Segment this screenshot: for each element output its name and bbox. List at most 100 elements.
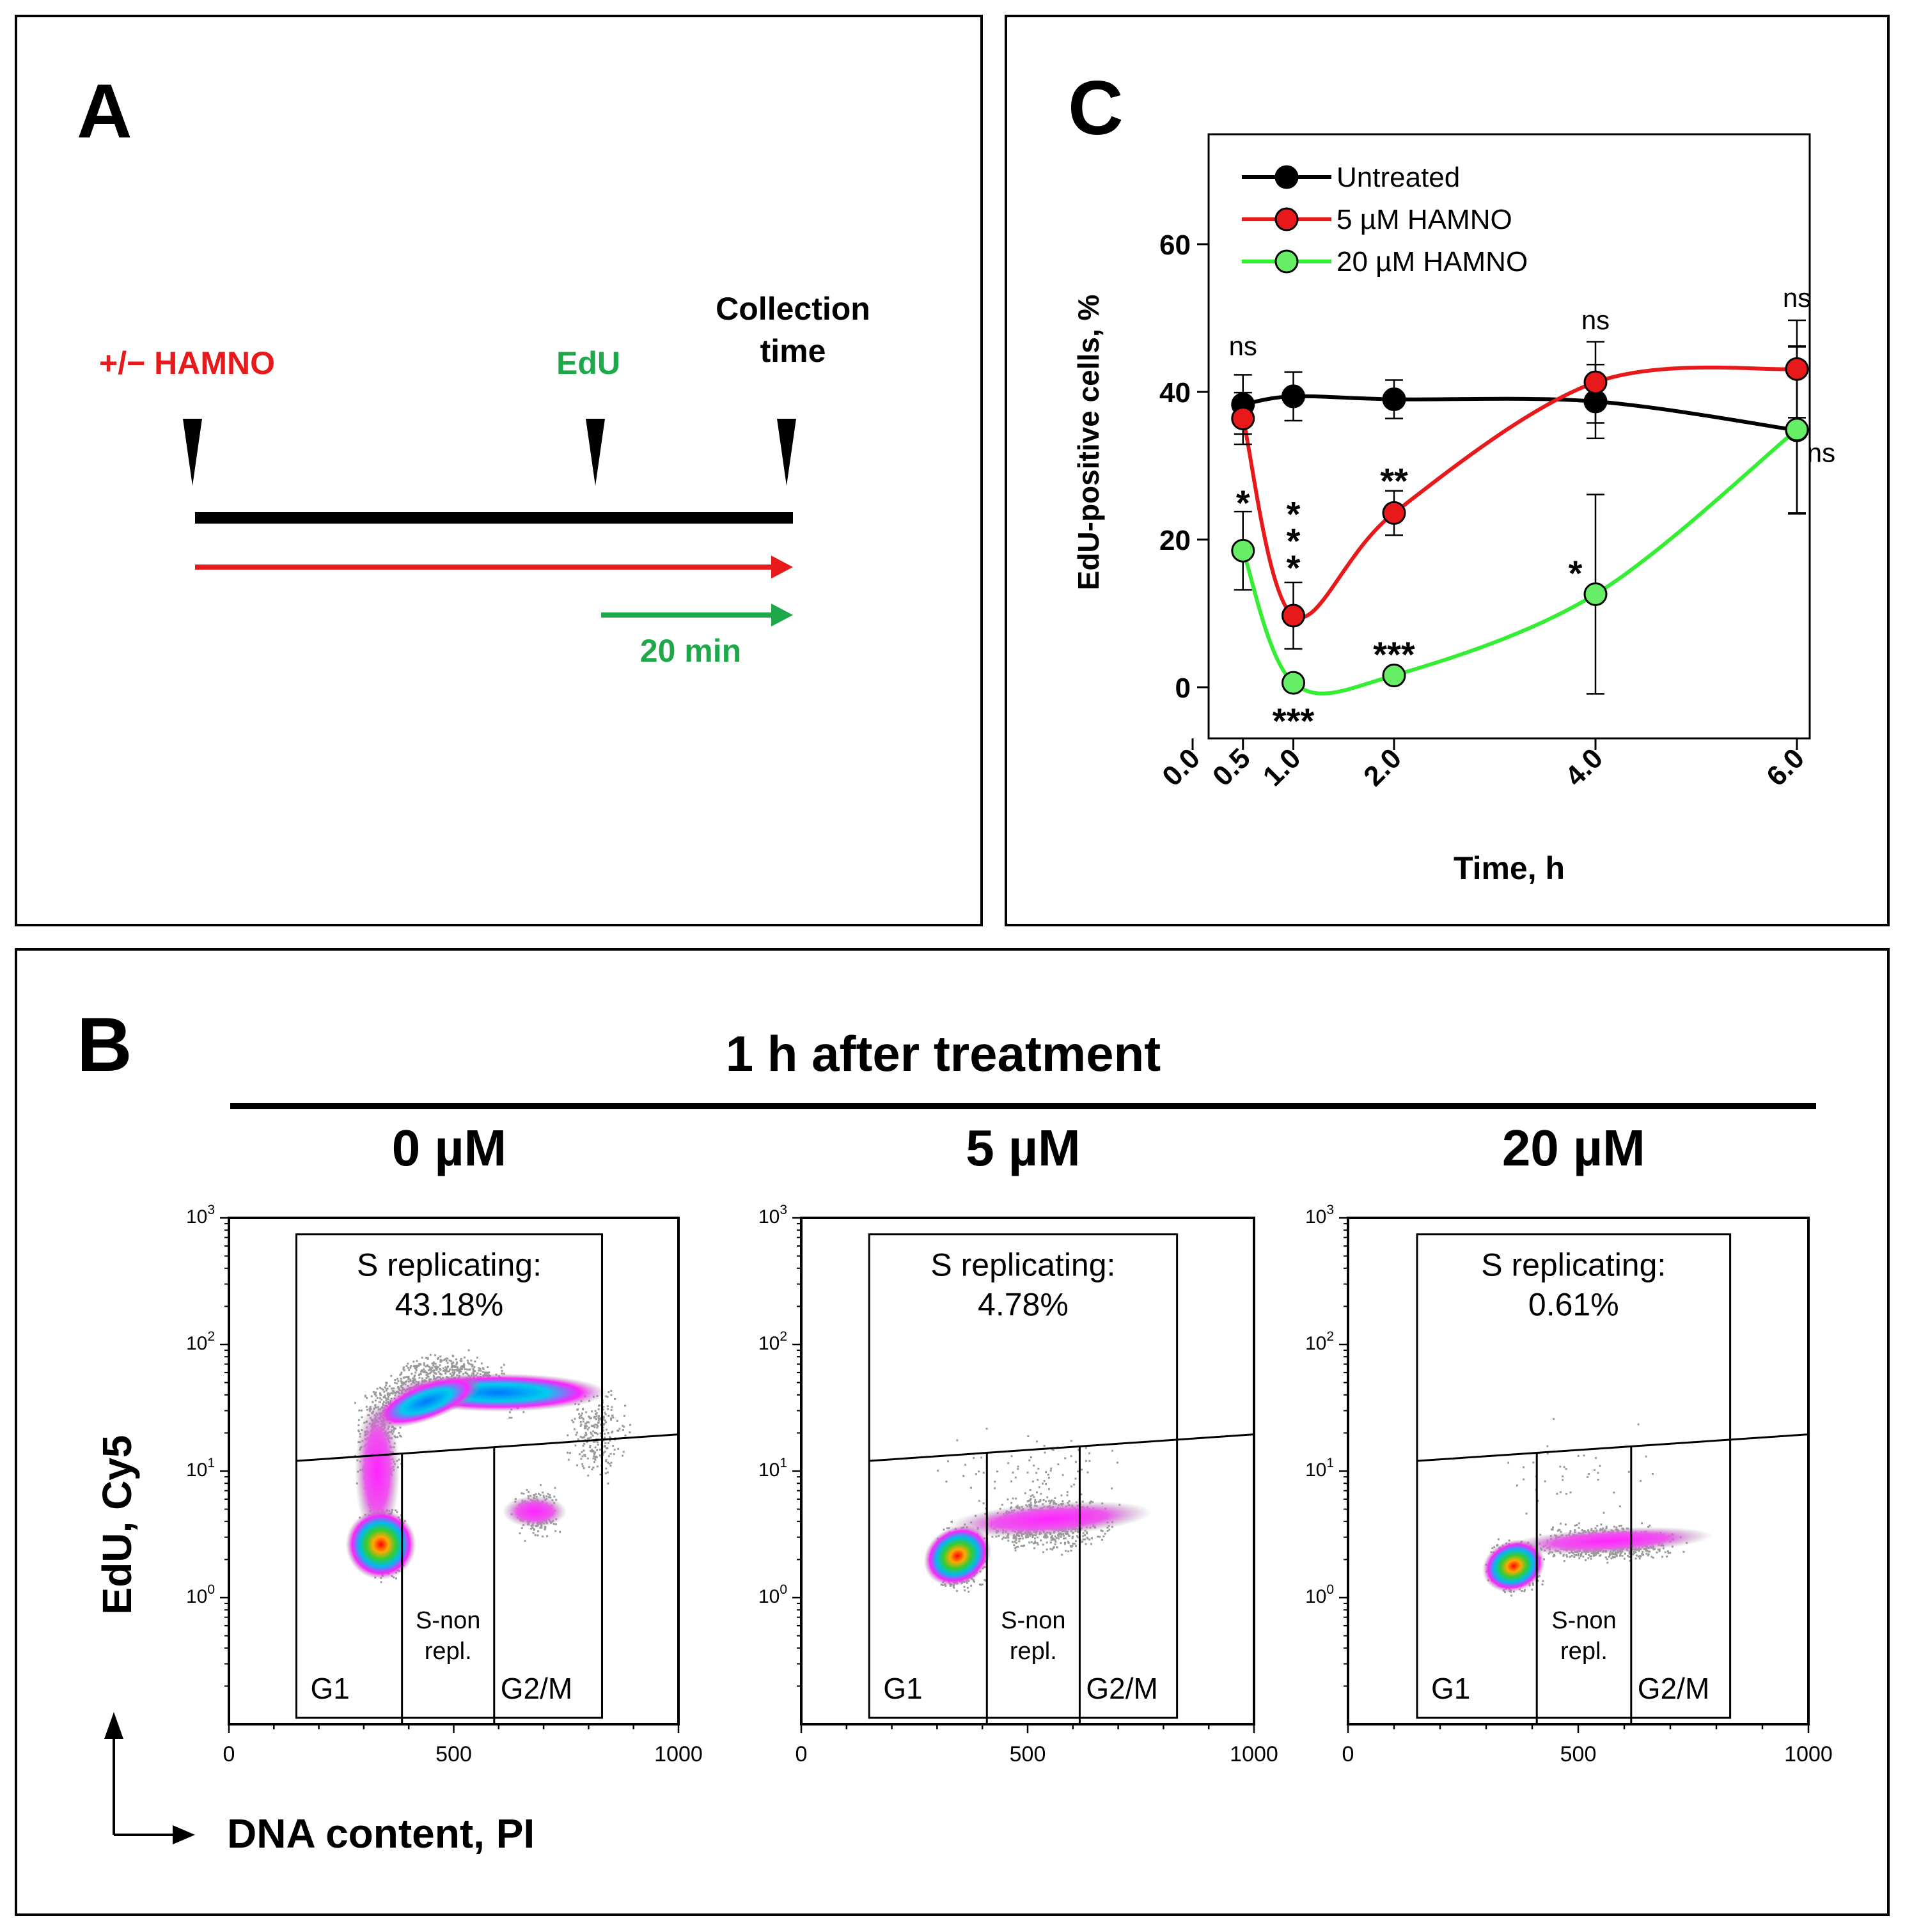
flow-event-dot (1076, 1535, 1079, 1538)
flow-event-dot (1101, 1538, 1104, 1541)
flow-event-dot (451, 1366, 453, 1369)
flow-event-dot (588, 1437, 590, 1440)
flow-event-dot (614, 1398, 616, 1401)
flow-event-dot (428, 1366, 431, 1368)
flow-event-dot (1106, 1529, 1109, 1532)
flow-event-dot (380, 1398, 383, 1401)
flow-event-dot (1054, 1535, 1056, 1538)
flow-event-dot (470, 1359, 473, 1362)
flow-event-dot (1060, 1536, 1062, 1538)
flow-event-dot (1030, 1456, 1033, 1459)
flow-event-dot (978, 1500, 981, 1502)
flow-event-dot (524, 1539, 526, 1542)
flow-event-dot (448, 1370, 450, 1373)
flow-event-dot (1030, 1502, 1032, 1504)
c-point-20um (1785, 417, 1809, 442)
flow-event-dot (610, 1417, 613, 1419)
c-x-tick-label: 4.0 (1559, 742, 1609, 792)
flow-event-dot (605, 1447, 608, 1449)
flow-event-dot (416, 1360, 418, 1362)
flow-event-dot (1045, 1536, 1047, 1539)
flow-event-dot (576, 1464, 579, 1467)
flow-event-dot (604, 1451, 606, 1453)
flow-event-dot (1019, 1538, 1022, 1540)
flow-gate-threshold (869, 1433, 1255, 1462)
panel-b-frame (15, 948, 1890, 1916)
flow-region-s: repl. (1010, 1638, 1057, 1665)
c-legend-label-untreated: Untreated (1337, 162, 1460, 193)
flow-event-dot (1067, 1540, 1070, 1543)
flow-event-dot (427, 1357, 429, 1360)
flow-event-dot (1044, 1500, 1047, 1503)
c-y-tick-label: 20 (1159, 525, 1191, 556)
flow-density-blob (345, 1509, 416, 1580)
flow-event-dot (425, 1365, 427, 1367)
flow-event-dot (606, 1471, 609, 1474)
flow-event-dot (379, 1387, 381, 1389)
flow-event-dot (1108, 1529, 1111, 1531)
flow-event-dot (1061, 1554, 1063, 1556)
flow-event-dot (1030, 1541, 1033, 1543)
flow-x-tick-label: 0 (223, 1742, 235, 1766)
flow-event-dot (602, 1408, 604, 1411)
flow-event-dot (508, 1411, 511, 1414)
flow-event-dot (602, 1426, 604, 1429)
flow-event-dot (1029, 1488, 1031, 1491)
flow-event-dot (503, 1364, 506, 1366)
flow-event-dot (463, 1364, 466, 1367)
flow-y-tick-label: 100 (186, 1582, 215, 1607)
flow-event-dot (994, 1487, 996, 1490)
flow-event-dot (607, 1483, 609, 1485)
flow-event-dot (386, 1394, 389, 1396)
flow-event-dot (1070, 1549, 1072, 1552)
flow-event-dot (409, 1366, 412, 1369)
flow-event-dot (376, 1397, 379, 1399)
flow-event-dot (1060, 1534, 1063, 1536)
flow-event-dot (407, 1378, 410, 1380)
flow-event-dot (1080, 1493, 1083, 1495)
flow-event-dot (1042, 1499, 1045, 1502)
flow-event-dot (521, 1492, 523, 1495)
flow-x-tick-label: 1000 (1230, 1742, 1278, 1766)
flow-event-dot (425, 1373, 428, 1376)
c-x-tick-label: 6.0 (1760, 742, 1810, 792)
flow-event-dot (604, 1412, 606, 1414)
flow-event-dot (451, 1369, 454, 1371)
flow-event-dot (592, 1466, 595, 1468)
flow-event-dot (603, 1422, 606, 1425)
flow-event-dot (980, 1456, 983, 1459)
flow-event-dot (546, 1535, 549, 1538)
flow-event-dot (597, 1419, 600, 1422)
flow-density-blob (923, 1525, 991, 1587)
flow-event-dot (583, 1454, 586, 1456)
flow-event-dot (400, 1435, 402, 1438)
flow-event-dot (374, 1393, 377, 1396)
flow-x-tick-label: 0 (796, 1742, 808, 1766)
flow-density-blob (948, 1501, 1153, 1538)
flow-event-dot (433, 1366, 435, 1368)
flow-event-dot (1027, 1435, 1030, 1438)
flow-event-dot (575, 1433, 577, 1436)
flow-event-dot (446, 1365, 449, 1367)
flow-event-dot (1102, 1535, 1105, 1538)
flow-event-dot (1005, 1537, 1007, 1539)
flow-event-dot (1046, 1536, 1049, 1538)
flow-event-dot (399, 1435, 402, 1437)
flow-event-dot (410, 1365, 412, 1367)
flow-event-dot (581, 1451, 583, 1453)
flow-event-dot (969, 1486, 972, 1489)
flow-event-dot (945, 1480, 948, 1483)
flow-event-dot (404, 1376, 406, 1379)
flow-event-dot (975, 1473, 977, 1476)
flow-event-dot (366, 1397, 368, 1399)
flow-event-dot (574, 1417, 576, 1420)
flow-event-dot (1085, 1460, 1087, 1462)
flow-event-dot (440, 1360, 443, 1363)
flow-events (1482, 1418, 1713, 1597)
flow-event-dot (590, 1436, 592, 1438)
flow-event-dot (956, 1439, 959, 1442)
flow-event-dot (607, 1442, 609, 1444)
flow-event-dot (599, 1448, 602, 1451)
flow-event-dot (1082, 1535, 1085, 1538)
flow-y-tick-label: 101 (186, 1456, 215, 1481)
